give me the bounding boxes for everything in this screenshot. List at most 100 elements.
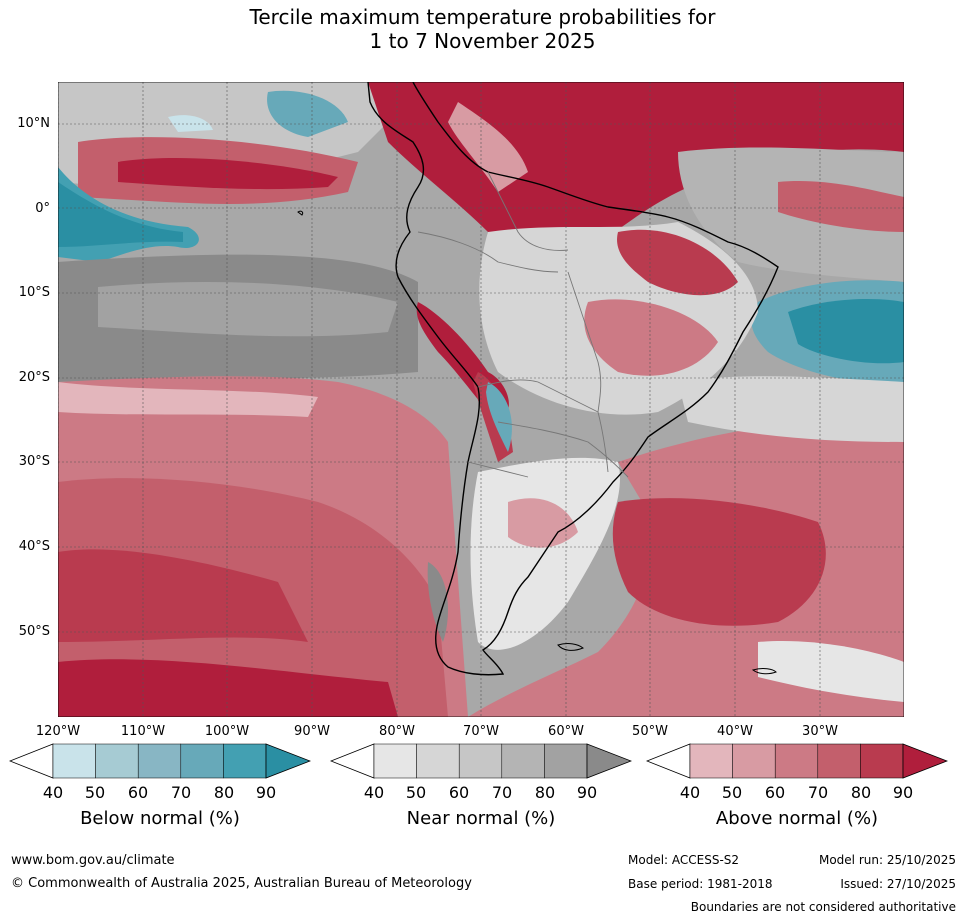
field-above-core-north (118, 157, 338, 190)
cb-near-tick: 40 (363, 783, 385, 802)
falkland-islands (557, 643, 584, 651)
cb-above-tick: 60 (764, 783, 786, 802)
field-above-caribbean (368, 82, 904, 242)
colorbar-segment (817, 743, 861, 779)
footer-model-run: Model run: 25/10/2025 (818, 853, 956, 867)
lon-label-50w: 50°W (632, 724, 668, 739)
footer-issued: Issued: 27/10/2025 (840, 877, 956, 891)
probability-map (58, 82, 904, 717)
field-above-south-pacific-core (58, 549, 308, 642)
cb-above-tick: 90 (892, 783, 914, 802)
field-above-light-band (58, 382, 318, 417)
colorbar-segment (774, 743, 819, 779)
colorbar-segment (137, 743, 182, 779)
footer-website: www.bom.gov.au/climate (11, 853, 175, 868)
colorbar-below-segments (9, 743, 311, 779)
colorbar-segment (458, 743, 503, 779)
coastline-south-america (367, 82, 779, 676)
field-near-mid-belt (98, 282, 398, 337)
colorbar-segment (732, 743, 776, 779)
lon-label-30w: 30°W (802, 724, 838, 739)
south-georgia (751, 668, 777, 675)
field-below-core-equatorial (58, 182, 183, 247)
cb-near-tick: 50 (405, 783, 427, 802)
graticule (58, 82, 904, 717)
cb-near-tick: 60 (448, 783, 470, 802)
lat-label-0: 0° (35, 201, 50, 216)
footer-disclaimer: Boundaries are not considered authoritat… (690, 900, 956, 914)
cb-near-tick: 80 (534, 783, 556, 802)
cb-above-tick: 50 (721, 783, 743, 802)
field-near-chile-dark (427, 562, 448, 642)
lat-label-20s: 20°S (18, 370, 50, 385)
colorbar-segment (689, 743, 733, 779)
title-line-2: 1 to 7 November 2025 (369, 29, 596, 53)
field-above-light-caribbean (448, 102, 528, 192)
colorbar-extension-low (9, 743, 54, 779)
cb-near-tick: 70 (491, 783, 513, 802)
footer-model: Model: ACCESS-S2 (628, 853, 740, 867)
lat-label-30s: 30°S (18, 454, 50, 469)
footer-copyright: © Commonwealth of Australia 2025, Austra… (11, 876, 472, 891)
lon-label-60w: 60°W (548, 724, 584, 739)
cb-below-tick: 70 (170, 783, 192, 802)
colorbar-segment (501, 743, 545, 779)
lat-label-10n: 10°N (17, 116, 50, 131)
colorbar-near (330, 743, 632, 779)
cb-above-tick: 40 (679, 783, 701, 802)
colorbar-extension-low (646, 743, 691, 779)
lat-label-10s: 10°S (18, 285, 50, 300)
cb-below-title: Below normal (%) (80, 808, 240, 829)
field-below-small-north (168, 115, 213, 132)
cb-below-tick: 90 (255, 783, 277, 802)
title-line-1: Tercile maximum temperature probabilitie… (249, 5, 716, 29)
colorbar-segment (52, 743, 96, 779)
cb-below-tick: 40 (42, 783, 64, 802)
colorbar-segment (860, 743, 904, 779)
colorbar-segment (223, 743, 267, 779)
colorbar-segment (373, 743, 417, 779)
cb-below-tick: 50 (84, 783, 106, 802)
field-above-amazon-north (617, 229, 738, 296)
cb-below-tick: 60 (127, 783, 149, 802)
colorbar-segment (180, 743, 224, 779)
field-below-central-america (267, 90, 348, 137)
colorbar-extension-high (265, 743, 311, 779)
lat-label-50s: 50°S (18, 624, 50, 639)
cb-near-tick: 90 (576, 783, 598, 802)
field-above-atlantic-patch (778, 180, 904, 232)
lon-label-40w: 40°W (717, 724, 753, 739)
footer-base-period: Base period: 1981-2018 (628, 877, 773, 891)
cb-above-tick: 70 (807, 783, 829, 802)
field-near-southern-cone (470, 457, 620, 650)
field-below-altiplano (486, 382, 512, 452)
field-above-brazil-central (584, 299, 718, 376)
colorbar-segment (544, 743, 588, 779)
colorbar-extension-high (902, 743, 948, 779)
lon-label-110w: 110°W (120, 724, 166, 739)
field-above-argentina-patch (508, 498, 578, 548)
colorbar-segment (95, 743, 139, 779)
map-svg (58, 82, 904, 717)
field-near-far-south-atlantic (758, 641, 904, 702)
colorbar-extension-low (330, 743, 375, 779)
field-above-south-atlantic-core (612, 498, 826, 626)
country-borders (417, 171, 629, 478)
colorbar-extension-high (586, 743, 632, 779)
colorbar-near-segments (330, 743, 632, 779)
lon-label-100w: 100°W (204, 724, 250, 739)
colorbar-below (9, 743, 311, 779)
colorbar-above-segments (646, 743, 948, 779)
cb-above-tick: 80 (850, 783, 872, 802)
map-title: Tercile maximum temperature probabilitie… (0, 5, 965, 53)
field-near-subtropical-atlantic (678, 376, 904, 442)
lon-label-120w: 120°W (35, 724, 81, 739)
colorbar-segment (416, 743, 460, 779)
colorbar-above (646, 743, 948, 779)
cb-below-tick: 80 (213, 783, 235, 802)
galapagos-islands (297, 210, 304, 216)
field-below-south-atlantic-core (788, 299, 904, 364)
cb-above-title: Above normal (%) (715, 808, 879, 829)
cb-near-title: Near normal (%) (406, 808, 556, 829)
lon-label-80w: 80°W (379, 724, 415, 739)
